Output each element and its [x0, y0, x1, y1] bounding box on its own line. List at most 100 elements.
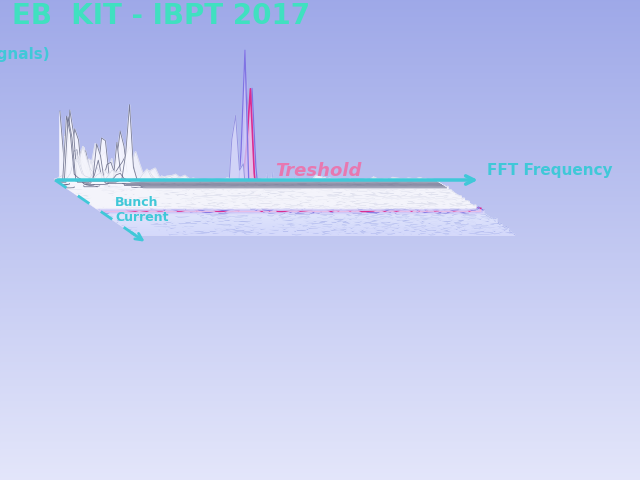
- Bar: [0, 238, 640, 240]
- Bar: [0, 372, 640, 374]
- Bar: [0, 465, 640, 467]
- Bar: [0, 94, 640, 96]
- Polygon shape: [65, 133, 445, 187]
- Polygon shape: [75, 160, 454, 193]
- Bar: [0, 98, 640, 101]
- Bar: [0, 277, 640, 280]
- Polygon shape: [135, 176, 515, 235]
- Bar: [0, 397, 640, 400]
- Bar: [0, 0, 640, 1]
- Bar: [0, 226, 640, 229]
- Bar: [0, 263, 640, 265]
- Bar: [0, 389, 640, 392]
- Bar: [0, 41, 640, 43]
- Polygon shape: [90, 178, 469, 204]
- Bar: [0, 214, 640, 216]
- Bar: [0, 276, 640, 278]
- Bar: [0, 209, 640, 211]
- Polygon shape: [84, 173, 465, 200]
- Polygon shape: [86, 159, 466, 201]
- Bar: [0, 430, 640, 432]
- Bar: [0, 319, 640, 322]
- Bar: [0, 15, 640, 18]
- Bar: [0, 388, 640, 390]
- Bar: [0, 240, 640, 243]
- Bar: [0, 271, 640, 274]
- Bar: [0, 421, 640, 424]
- Bar: [0, 408, 640, 411]
- Bar: [0, 413, 640, 416]
- Bar: [0, 295, 640, 298]
- Bar: [0, 308, 640, 311]
- Bar: [0, 463, 640, 466]
- Bar: [0, 312, 640, 315]
- Bar: [0, 292, 640, 294]
- Bar: [0, 215, 640, 217]
- Bar: [0, 426, 640, 429]
- Text: FFT(THz Signals): FFT(THz Signals): [0, 48, 50, 62]
- Bar: [0, 234, 640, 237]
- Polygon shape: [67, 152, 447, 188]
- Bar: [0, 466, 640, 469]
- Bar: [0, 449, 640, 451]
- Polygon shape: [61, 150, 442, 184]
- Bar: [0, 225, 640, 227]
- Bar: [0, 375, 640, 378]
- Bar: [0, 216, 640, 219]
- Bar: [0, 4, 640, 6]
- Polygon shape: [61, 159, 442, 184]
- Bar: [0, 79, 640, 82]
- Bar: [0, 393, 640, 395]
- Bar: [0, 336, 640, 339]
- Polygon shape: [63, 129, 443, 186]
- Bar: [0, 367, 640, 370]
- Bar: [0, 10, 640, 13]
- Bar: [0, 300, 640, 302]
- Polygon shape: [117, 174, 497, 223]
- Bar: [0, 327, 640, 330]
- Polygon shape: [124, 189, 504, 227]
- Bar: [0, 450, 640, 453]
- Bar: [0, 223, 640, 226]
- Bar: [0, 250, 640, 253]
- Bar: [0, 476, 640, 479]
- Bar: [0, 255, 640, 258]
- Bar: [0, 162, 640, 165]
- Bar: [0, 330, 640, 333]
- Bar: [0, 72, 640, 75]
- Bar: [0, 404, 640, 407]
- Bar: [0, 190, 640, 192]
- Bar: [0, 90, 640, 93]
- Bar: [0, 161, 640, 163]
- Polygon shape: [112, 170, 492, 219]
- Polygon shape: [99, 50, 479, 210]
- Bar: [0, 132, 640, 134]
- Bar: [0, 63, 640, 66]
- Polygon shape: [125, 172, 505, 228]
- Bar: [0, 322, 640, 325]
- Bar: [0, 167, 640, 169]
- Bar: [0, 447, 640, 450]
- Bar: [0, 281, 640, 283]
- Bar: [0, 346, 640, 349]
- Bar: [0, 37, 640, 40]
- Bar: [0, 168, 640, 171]
- Bar: [0, 138, 640, 141]
- Bar: [0, 156, 640, 158]
- Bar: [0, 406, 640, 408]
- Bar: [0, 89, 640, 91]
- Bar: [0, 293, 640, 296]
- Polygon shape: [55, 180, 515, 235]
- Bar: [0, 151, 640, 154]
- Bar: [0, 124, 640, 126]
- Bar: [0, 205, 640, 208]
- Polygon shape: [56, 150, 436, 181]
- Polygon shape: [91, 171, 471, 204]
- Bar: [0, 324, 640, 326]
- Bar: [0, 468, 640, 470]
- Bar: [0, 306, 640, 309]
- Bar: [0, 386, 640, 389]
- Bar: [0, 52, 640, 54]
- Bar: [0, 178, 640, 181]
- Bar: [0, 373, 640, 376]
